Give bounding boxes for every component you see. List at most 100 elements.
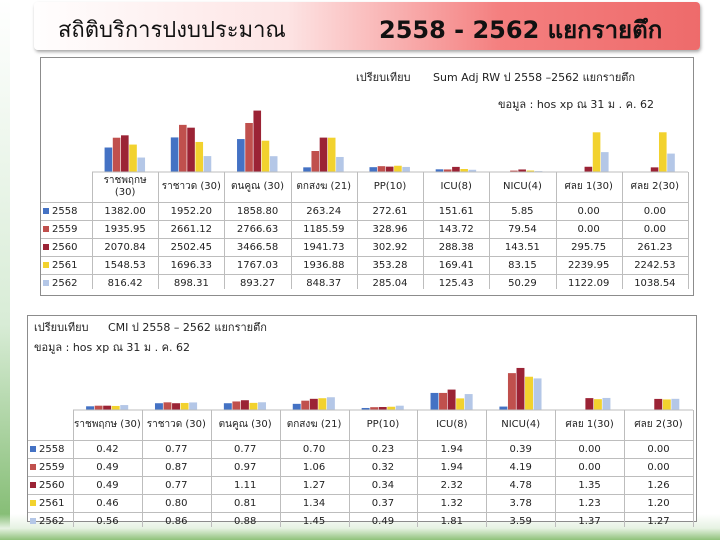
bar-2561-8 [593, 399, 602, 410]
data-label: 2766.63 [224, 220, 291, 239]
data-label: 0.34 [348, 476, 418, 495]
legend-label: 2562 [39, 516, 65, 527]
legend-label: 2558 [39, 444, 65, 455]
data-label: 143.72 [423, 220, 490, 239]
data-label: 1382.00 [92, 202, 159, 221]
legend-entry: 2562 [28, 512, 73, 530]
bar-2560-3 [240, 400, 249, 410]
data-label: 83.15 [489, 256, 556, 275]
data-label: 0.00 [621, 220, 688, 239]
bar-2559-4 [311, 151, 320, 172]
data-label: 169.41 [423, 256, 490, 275]
bar-2561-1 [129, 144, 137, 172]
data-label: 898.31 [158, 274, 225, 292]
legend-swatch [43, 244, 49, 250]
bar-2559-6 [439, 392, 448, 410]
page-title-right: 2558 - 2562 แยกรายตึก [379, 16, 663, 44]
table-column-separator [489, 172, 491, 289]
bar-2561-3 [249, 402, 258, 410]
chart1-svg [92, 110, 688, 173]
legend-label: 2559 [39, 462, 65, 473]
legend-label: 2558 [52, 206, 78, 217]
data-label: 2.32 [417, 476, 487, 495]
table-column-separator [555, 410, 557, 527]
data-label: 0.88 [210, 512, 280, 530]
data-label: 1.94 [417, 440, 487, 459]
data-label: 1.37 [555, 512, 624, 530]
data-label: 5.85 [489, 202, 556, 221]
bar-2560-8 [585, 398, 594, 410]
data-label: 2661.12 [158, 220, 225, 239]
bar-2558-1 [86, 406, 95, 410]
table-corner [41, 172, 92, 203]
data-label: 1.26 [624, 476, 693, 495]
table-row: 2558 1382.00 1952.20 1858.80 263.24 272.61 151… [41, 202, 688, 221]
data-label: 1952.20 [158, 202, 225, 221]
table-row: 2561 0.46 0.80 0.81 1.34 0.37 1.32 3.78 1.23 1.20 [28, 494, 693, 513]
data-label: 3466.58 [224, 238, 291, 257]
chart2-title: CMI ป 2558 – 2562 แยกรายตึก [108, 321, 267, 334]
data-label: 0.77 [141, 440, 211, 459]
bar-2561-9 [658, 132, 667, 172]
table-column-separator [92, 172, 93, 289]
data-label: 0.49 [73, 476, 142, 495]
bar-2558-6 [435, 169, 444, 172]
data-label: 1185.59 [290, 220, 357, 239]
category-label: ศลย 1(30) [565, 419, 614, 430]
data-label: 1.34 [279, 494, 349, 513]
bar-2558-6 [430, 392, 439, 410]
table-column-separator [224, 172, 226, 289]
data-label: 0.39 [486, 440, 556, 459]
data-label: 295.75 [555, 238, 622, 257]
bar-2562-7 [533, 378, 542, 410]
bar-2561-8 [592, 132, 601, 172]
bar-2559-7 [507, 373, 516, 410]
data-label: 79.54 [489, 220, 556, 239]
data-label: 1.27 [624, 512, 693, 530]
bar-2560-5 [378, 407, 387, 410]
legend-entry: 2559 [41, 220, 92, 239]
bar-2560-6 [447, 389, 456, 410]
data-label: 285.04 [356, 274, 424, 292]
bar-2562-2 [203, 156, 212, 172]
data-label: 1.27 [279, 476, 349, 495]
chart2-title-prefix: เปรียบเทียบ [34, 321, 89, 334]
data-label: 0.77 [141, 476, 211, 495]
data-label: 1941.73 [290, 238, 357, 257]
cmi-chart: เปรียบเทียบ CMI ป 2558 – 2562 แยกรายตึก … [27, 315, 697, 530]
category-label: ICU(8) [436, 419, 468, 430]
category-label: NICU(4) [502, 181, 542, 192]
bar-2562-1 [137, 157, 146, 172]
data-label: 0.32 [348, 458, 418, 477]
bar-2561-5 [394, 165, 402, 172]
chart1-title: Sum Adj RW ป 2558 –2562 แยกรายตึก [433, 71, 636, 84]
table-column-separator [356, 172, 358, 289]
data-label: 0.37 [348, 494, 418, 513]
table-row: 2560 0.49 0.77 1.11 1.27 0.34 2.32 4.78 1.35 1.26 [28, 476, 693, 495]
legend-label: 2562 [52, 278, 78, 289]
title-banner: สถิติบริการปงบประมาณ 2558 - 2562 แยกรายต… [34, 2, 700, 50]
table-row: 2559 1935.95 2661.12 2766.63 1185.59 328.96 14… [41, 220, 688, 239]
bar-2559-5 [370, 407, 379, 410]
category-label: PP(10) [366, 419, 400, 430]
data-label: 1858.80 [224, 202, 291, 221]
table-column-separator [73, 410, 74, 527]
data-label: 816.42 [92, 274, 159, 292]
data-label: 0.80 [141, 494, 211, 513]
bar-2560-4 [319, 137, 328, 172]
table-column-separator [210, 410, 212, 527]
data-label: 0.42 [73, 440, 142, 459]
bar-2558-3 [223, 403, 232, 410]
legend-entry: 2559 [28, 458, 73, 477]
category-label: ราชาวด (30) [161, 181, 221, 192]
bar-2559-6 [443, 169, 452, 172]
bar-2558-2 [154, 403, 163, 410]
legend-entry: 2558 [28, 440, 73, 459]
data-label: 272.61 [356, 202, 424, 221]
data-label: 0.56 [73, 512, 142, 530]
data-label: 893.27 [224, 274, 291, 292]
bar-2562-8 [602, 397, 611, 410]
data-label: 4.19 [486, 458, 556, 477]
bar-2561-7 [525, 376, 533, 410]
bar-2558-5 [361, 407, 370, 410]
